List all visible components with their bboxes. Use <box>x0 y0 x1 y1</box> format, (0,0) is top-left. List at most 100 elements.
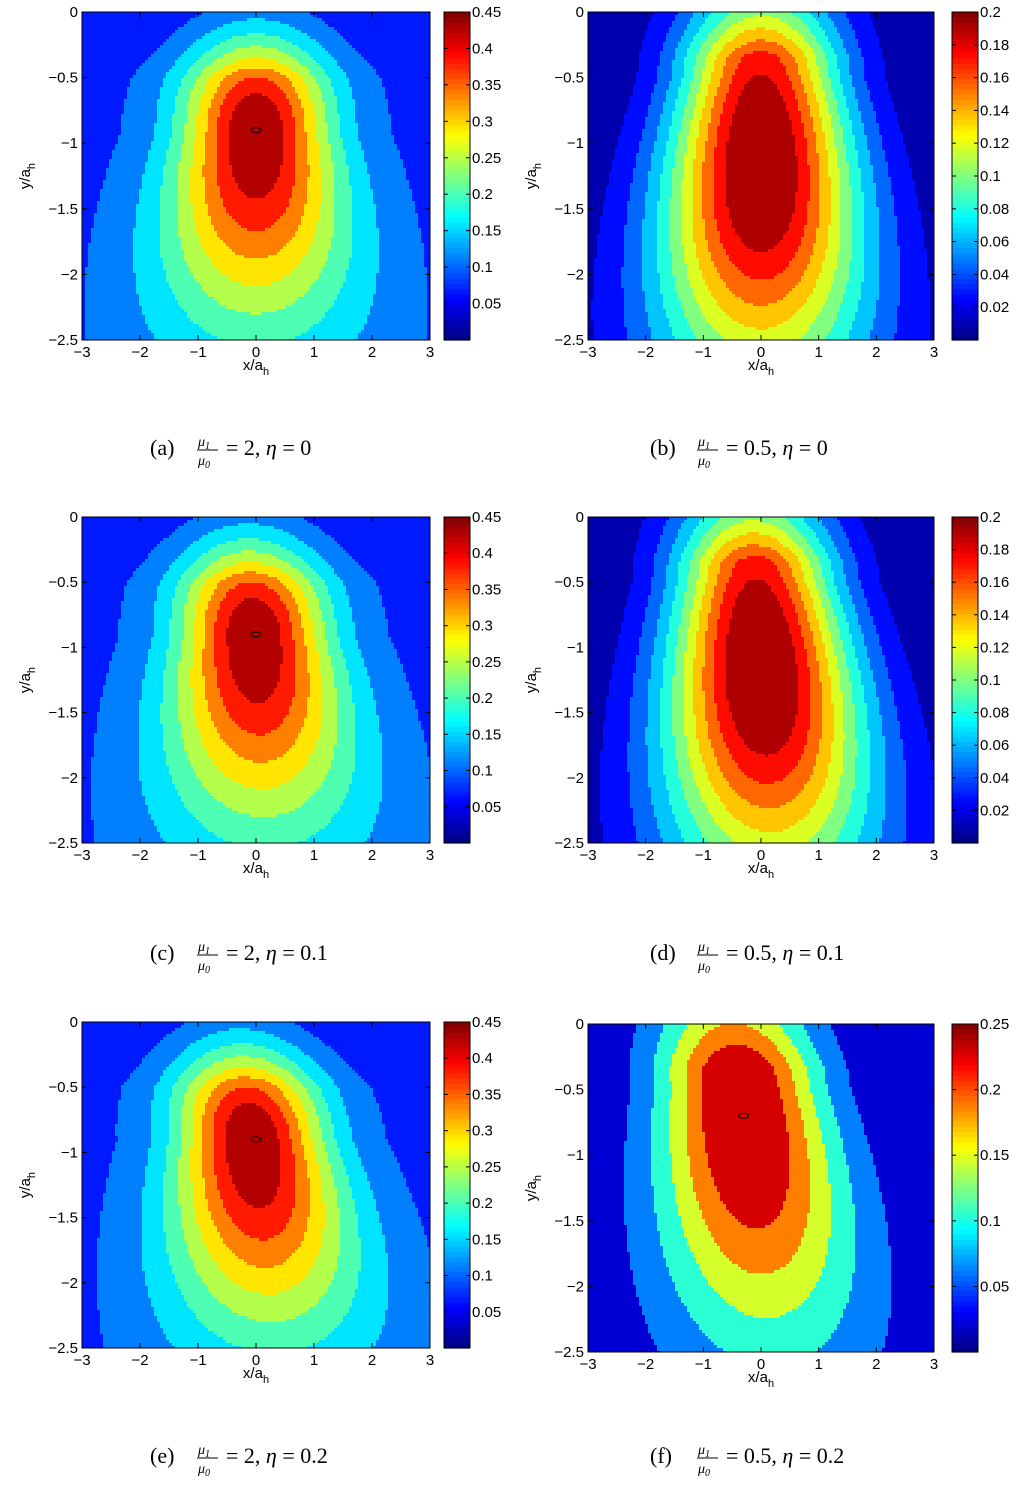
y-tick-label: 0 <box>70 4 78 21</box>
colorbar-tick-label: 0.2 <box>472 186 493 203</box>
x-tick-label: −1 <box>695 344 712 361</box>
caption-equation: = 0.5, η = 0.2 <box>726 1443 844 1468</box>
x-tick-label: −1 <box>189 847 206 864</box>
y-tick-label: −1.5 <box>48 1210 78 1227</box>
x-tick-label: −1 <box>189 344 206 361</box>
y-tick-label: −2 <box>567 1278 584 1295</box>
y-tick-label: −0.5 <box>48 70 78 87</box>
caption-equation: = 2, η = 0.1 <box>226 940 328 965</box>
chart-panel-f: −3 −2 −1 0 1 2 30−0.5−1−1.5−2−2.5x/ahy/ah0.250… <box>523 1016 1009 1479</box>
y-tick-label: −2.5 <box>48 332 78 349</box>
colorbar-tick-label: 0.12 <box>980 135 1009 152</box>
y-tick-label: 0 <box>576 4 584 21</box>
contour-field <box>588 12 937 343</box>
colorbar-tick-label: 0.1 <box>472 1268 493 1285</box>
colorbar-tick-label: 0.3 <box>472 618 493 635</box>
panel-label: (c) <box>150 940 174 965</box>
y-tick-label: −2.5 <box>554 1344 584 1361</box>
y-tick-label: −1 <box>61 135 78 152</box>
x-tick-label: 3 <box>426 344 434 361</box>
x-tick-label: 2 <box>368 847 376 864</box>
colorbar-tick-label: 0.2 <box>980 509 1001 526</box>
x-axis-label: x/ah <box>748 860 774 881</box>
x-tick-label: 1 <box>814 344 822 361</box>
caption-equation: = 2, η = 0 <box>226 435 311 460</box>
colorbar-tick-label: 0.18 <box>980 542 1009 559</box>
panel-caption: (c) μ1 μ0 = 2, η = 0.1 <box>150 940 328 976</box>
colorbar-tick-label: 0.2 <box>472 690 493 707</box>
x-tick-label: 3 <box>930 344 938 361</box>
y-tick-label: −1 <box>567 135 584 152</box>
colorbar-tick-label: 0.3 <box>472 113 493 130</box>
colorbar-tick-label: 0.15 <box>472 726 501 743</box>
y-tick-label: −2 <box>567 770 584 787</box>
y-tick-label: −2 <box>61 770 78 787</box>
frac-denominator: μ0 <box>197 1462 210 1479</box>
x-tick-label: 2 <box>872 344 880 361</box>
x-tick-label: 1 <box>814 1356 822 1373</box>
y-tick-label: −1 <box>61 1144 78 1161</box>
x-tick-label: −2 <box>637 344 654 361</box>
x-tick-label: −1 <box>695 847 712 864</box>
colorbar-tick-label: 0.15 <box>472 223 501 240</box>
frac-numerator: μ1 <box>197 940 210 957</box>
x-tick-label: 2 <box>368 344 376 361</box>
caption-equation: = 0.5, η = 0.1 <box>726 940 844 965</box>
frac-denominator: μ0 <box>697 1462 710 1479</box>
frac-numerator: μ1 <box>697 1443 710 1460</box>
colorbar-tick-label: 0.15 <box>980 1147 1009 1164</box>
chart-panel-c: −3 −2 −1 0 1 2 30−0.5−1−1.5−2−2.5x/ahy/ah0.450… <box>17 509 501 976</box>
y-axis-label: y/ah <box>17 1172 38 1198</box>
colorbar-tick-label: 0.35 <box>472 1086 501 1103</box>
contour-field <box>82 1022 431 1350</box>
colorbar-tick-label: 0.14 <box>980 607 1009 624</box>
y-tick-label: −1 <box>61 639 78 656</box>
colorbar-tick-label: 0.25 <box>472 1159 501 1176</box>
chart-panel-a: −3 −2 −1 0 1 2 30−0.5−1−1.5−2−2.5x/ahy/ah0.450… <box>17 4 501 471</box>
y-tick-label: −1.5 <box>48 201 78 218</box>
panel-label: (d) <box>650 940 676 965</box>
y-tick-label: −1.5 <box>554 705 584 722</box>
panel-label: (a) <box>150 435 174 460</box>
y-tick-label: 0 <box>576 1016 584 1033</box>
colorbar-tick-label: 0.1 <box>980 1213 1001 1230</box>
x-tick-label: −2 <box>131 847 148 864</box>
x-tick-label: 2 <box>872 1356 880 1373</box>
colorbar: 0.250.20.150.10.05 <box>952 1016 1009 1353</box>
y-tick-label: 0 <box>70 509 78 526</box>
contour-field <box>82 12 431 343</box>
colorbar-tick-label: 0.14 <box>980 102 1009 119</box>
y-tick-label: −1.5 <box>48 705 78 722</box>
colorbar-tick-label: 0.1 <box>472 259 493 276</box>
colorbar-tick-label: 0.35 <box>472 77 501 94</box>
colorbar-tick-label: 0.08 <box>980 201 1009 218</box>
y-tick-label: −2.5 <box>554 332 584 349</box>
y-tick-label: 0 <box>576 509 584 526</box>
panel-label: (b) <box>650 435 676 460</box>
colorbar-tick-label: 0.1 <box>980 672 1001 689</box>
y-tick-label: −2 <box>567 266 584 283</box>
colorbar-tick-label: 0.3 <box>472 1123 493 1140</box>
chart-panel-e: −3 −2 −1 0 1 2 30−0.5−1−1.5−2−2.5x/ahy/ah0.450… <box>17 1014 501 1479</box>
frac-numerator: μ1 <box>697 940 710 957</box>
colorbar-tick-label: 0.18 <box>980 37 1009 54</box>
contour-field <box>588 517 937 845</box>
y-axis-label: y/ah <box>17 667 38 693</box>
x-tick-label: 2 <box>872 847 880 864</box>
panel-label: (e) <box>150 1443 174 1468</box>
colorbar: 0.450.40.350.30.250.20.150.10.05 <box>444 1014 501 1349</box>
x-tick-label: 2 <box>368 1352 376 1369</box>
y-tick-label: −0.5 <box>554 574 584 591</box>
colorbar: 0.20.180.160.140.120.10.080.060.040.02 <box>952 509 1009 844</box>
y-tick-label: −1 <box>567 1147 584 1164</box>
colorbar-tick-label: 0.16 <box>980 574 1009 591</box>
colorbar-tick-label: 0.45 <box>472 4 501 21</box>
frac-denominator: μ0 <box>197 959 210 976</box>
colorbar-tick-label: 0.35 <box>472 581 501 598</box>
contour-field <box>588 1024 937 1355</box>
y-axis-label: y/ah <box>523 1175 544 1201</box>
x-tick-label: 1 <box>310 1352 318 1369</box>
colorbar-tick-label: 0.1 <box>980 168 1001 185</box>
